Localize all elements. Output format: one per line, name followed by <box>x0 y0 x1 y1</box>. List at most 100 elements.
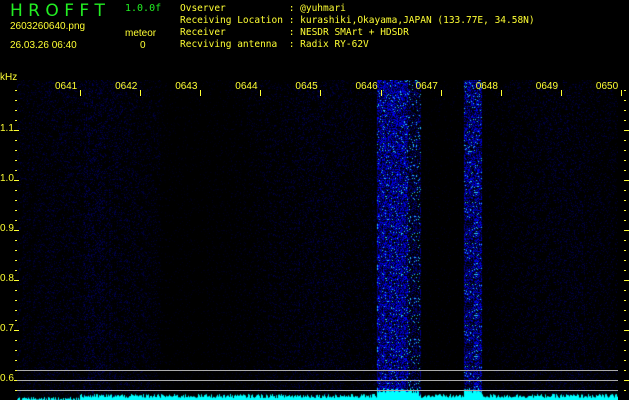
freq-tick <box>15 100 17 101</box>
freq-tick <box>624 290 626 291</box>
time-label: 0649 <box>535 81 559 92</box>
info-value: : Radix RY-62V <box>288 39 369 50</box>
time-tick <box>200 90 202 96</box>
guide-line <box>17 370 618 371</box>
freq-tick <box>15 320 17 321</box>
freq-tick <box>15 200 17 201</box>
freq-tick <box>624 360 626 361</box>
time-tick <box>500 90 502 96</box>
time-label: 0643 <box>175 81 198 92</box>
freq-tick <box>15 290 17 291</box>
freq-tick <box>15 340 17 341</box>
info-receiver: Receiver : NESDR SMArt + HDSDR <box>180 27 409 39</box>
freq-label: 0.8 <box>0 273 14 284</box>
app-title: H R O F F T <box>10 1 105 21</box>
freq-tick <box>624 200 626 201</box>
freq-tick <box>14 280 19 281</box>
time-tick <box>620 90 622 96</box>
freq-tick <box>624 280 629 281</box>
freq-tick <box>624 270 626 271</box>
time-tick <box>80 90 81 96</box>
freq-tick <box>624 130 629 131</box>
freq-tick <box>15 270 17 271</box>
info-observer: Ovserver : @yuhmari <box>180 3 346 15</box>
freq-tick <box>15 220 17 221</box>
datetime: 26.03.26 06:40 <box>10 40 77 51</box>
freq-tick <box>624 220 626 221</box>
spectrogram <box>17 80 618 400</box>
freq-tick <box>624 170 626 171</box>
freq-tick <box>624 100 626 101</box>
freq-tick <box>624 90 626 91</box>
freq-label: 0.6 <box>0 373 14 384</box>
freq-tick <box>624 380 629 381</box>
freq-tick <box>14 180 19 181</box>
freq-tick <box>14 130 19 131</box>
freq-tick <box>15 360 17 361</box>
time-tick <box>320 90 322 96</box>
freq-label: 0.7 <box>0 323 14 334</box>
time-label: 0647 <box>415 81 438 92</box>
time-tick <box>260 90 262 96</box>
freq-tick <box>624 330 629 331</box>
meteor-label: meteor <box>125 28 157 39</box>
time-tick <box>140 90 142 96</box>
freq-tick <box>15 110 17 111</box>
freq-tick <box>15 350 17 351</box>
freq-tick <box>15 210 17 211</box>
time-label: 0648 <box>475 81 498 92</box>
freq-tick <box>15 160 17 161</box>
freq-tick <box>15 300 17 301</box>
freq-tick <box>15 260 17 261</box>
guide-line <box>17 390 618 391</box>
info-label: Receiver <box>180 27 283 38</box>
freq-tick <box>624 140 626 141</box>
time-tick <box>380 90 382 96</box>
info-label: Ovserver <box>180 3 283 14</box>
freq-tick <box>15 250 17 251</box>
time-tick <box>440 90 442 96</box>
freq-tick <box>14 230 19 231</box>
guide-line <box>17 380 618 381</box>
info-label: Recviving antenna <box>180 39 283 50</box>
freq-tick <box>624 390 626 391</box>
freq-tick <box>14 330 19 331</box>
freq-tick <box>15 120 17 121</box>
time-label: 0642 <box>115 81 138 92</box>
freq-label: 0.9 <box>0 223 14 234</box>
freq-tick <box>15 310 17 311</box>
freq-tick <box>624 300 626 301</box>
freq-tick <box>624 210 626 211</box>
info-value: : @yuhmari <box>288 3 346 14</box>
time-label: 0650 <box>595 81 619 92</box>
freq-tick <box>624 350 626 351</box>
freq-tick <box>15 240 17 241</box>
version: 1.0.0f <box>125 3 162 14</box>
freq-tick <box>624 160 626 161</box>
freq-tick <box>624 310 626 311</box>
meteor-count: 0 <box>140 40 146 51</box>
freq-tick <box>624 120 626 121</box>
freq-tick <box>624 320 626 321</box>
file-name: 2603260640.png <box>10 21 86 32</box>
freq-tick <box>624 150 626 151</box>
freq-tick <box>624 370 626 371</box>
info-location: Receiving Location : kurashiki,Okayama,J… <box>180 15 535 27</box>
info-value: : NESDR SMArt + HDSDR <box>288 27 409 38</box>
freq-tick <box>15 170 17 171</box>
freq-tick <box>624 260 626 261</box>
freq-tick <box>624 340 626 341</box>
freq-tick <box>624 190 626 191</box>
time-label: 0645 <box>295 81 318 92</box>
time-label: 0646 <box>355 81 378 92</box>
freq-label: 1.0 <box>0 173 14 184</box>
freq-tick <box>624 240 626 241</box>
freq-tick <box>15 140 17 141</box>
freq-tick <box>624 180 629 181</box>
info-value: : kurashiki,Okayama,JAPAN (133.77E, 34.5… <box>288 15 535 26</box>
time-tick <box>560 90 562 96</box>
info-antenna: Recviving antenna : Radix RY-62V <box>180 39 369 51</box>
freq-label: 1.1 <box>0 123 14 134</box>
freq-tick <box>624 110 626 111</box>
